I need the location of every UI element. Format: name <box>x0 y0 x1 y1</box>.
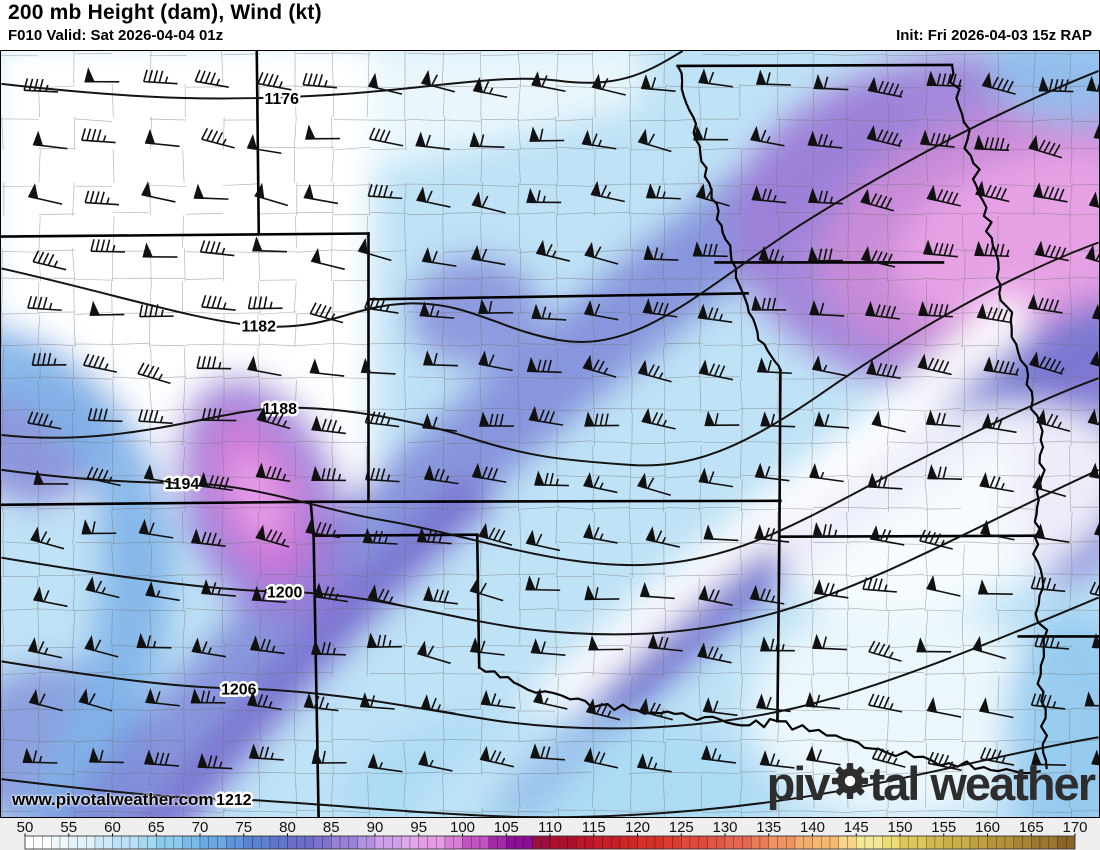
logo-text-piv: piv <box>766 757 831 810</box>
svg-text:160: 160 <box>975 819 1000 836</box>
svg-text:140: 140 <box>800 819 825 836</box>
svg-text:105: 105 <box>494 819 519 836</box>
svg-text:115: 115 <box>582 819 606 836</box>
svg-text:100: 100 <box>450 819 475 836</box>
svg-text:155: 155 <box>931 819 956 836</box>
svg-text:150: 150 <box>887 819 912 836</box>
gear-icon <box>831 760 869 807</box>
svg-text:145: 145 <box>844 819 869 836</box>
svg-text:135: 135 <box>756 819 781 836</box>
svg-text:170: 170 <box>1062 819 1087 836</box>
svg-text:50: 50 <box>17 819 34 836</box>
svg-text:1200: 1200 <box>267 585 303 602</box>
svg-text:1182: 1182 <box>241 318 276 335</box>
wind-speed-colorbar: 50 55 60 65 70 75 80 85 90 95 100 105 110 115 120 125 13… <box>0 818 1100 850</box>
svg-text:125: 125 <box>669 819 694 836</box>
svg-text:90: 90 <box>367 819 384 836</box>
svg-text:55: 55 <box>60 819 77 836</box>
svg-text:1176: 1176 <box>264 91 299 108</box>
svg-text:65: 65 <box>148 819 165 836</box>
watermark-url: www.pivotalweather.com <box>12 790 214 809</box>
pivotal-weather-logo: piv tal weather <box>766 757 1096 810</box>
logo-text-weather: weather <box>930 757 1096 810</box>
svg-text:75: 75 <box>235 819 252 836</box>
svg-text:120: 120 <box>625 819 650 836</box>
init-time-label: Init: Fri 2026-04-03 15z RAP <box>896 27 1092 44</box>
svg-text:95: 95 <box>410 819 427 836</box>
svg-text:70: 70 <box>192 819 209 836</box>
svg-text:165: 165 <box>1019 819 1044 836</box>
svg-text:1212: 1212 <box>216 792 252 809</box>
svg-text:110: 110 <box>538 819 562 836</box>
svg-text:1194: 1194 <box>165 476 200 493</box>
svg-text:1188: 1188 <box>262 401 297 418</box>
svg-text:130: 130 <box>712 819 737 836</box>
svg-text:1206: 1206 <box>221 681 257 698</box>
logo-text-tal: tal <box>869 757 921 810</box>
weather-map-canvas: 1176 1182 1188 1194 1200 1206 1212 <box>0 50 1100 818</box>
map-header: 200 mb Height (dam), Wind (kt) F010 Vali… <box>0 0 1100 50</box>
svg-text:60: 60 <box>104 819 121 836</box>
valid-time-label: F010 Valid: Sat 2026-04-04 01z <box>8 27 224 44</box>
page-title: 200 mb Height (dam), Wind (kt) <box>8 1 322 24</box>
svg-text:85: 85 <box>323 819 340 836</box>
svg-text:80: 80 <box>279 819 296 836</box>
